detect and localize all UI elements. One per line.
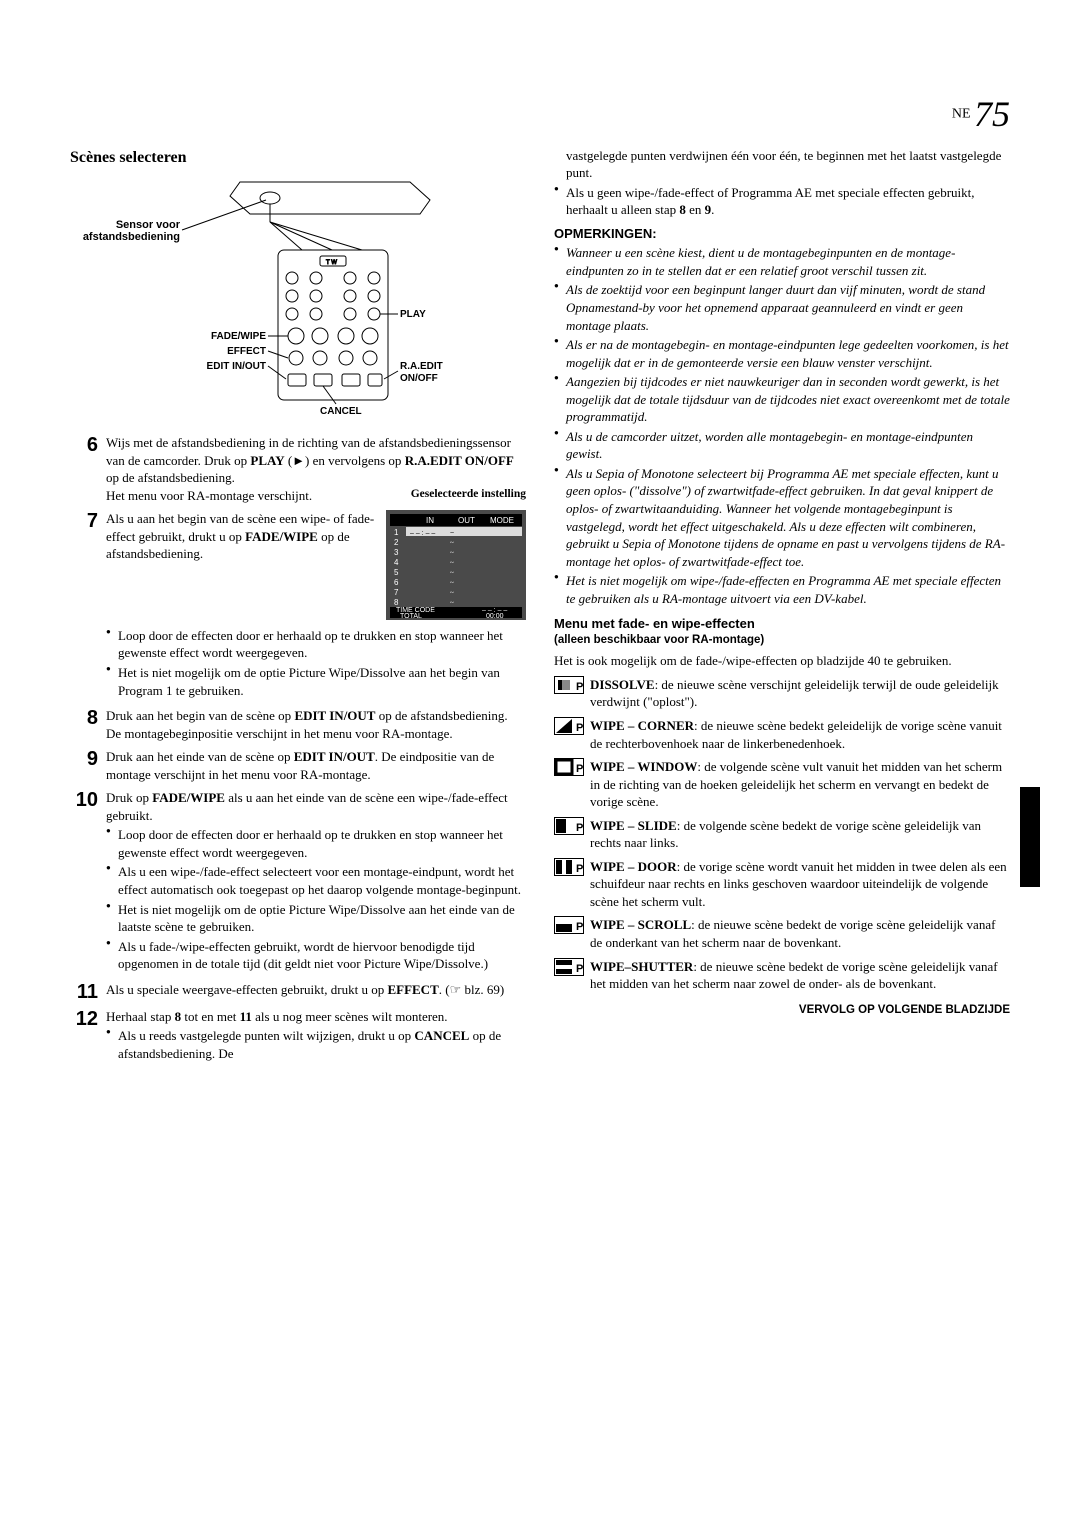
step-7-num: 7	[70, 510, 98, 701]
gesel-caption: Geselecteerde instelling	[386, 487, 526, 503]
svg-text:T W: T W	[326, 260, 337, 266]
svg-text:2: 2	[394, 538, 399, 547]
svg-text:~: ~	[450, 579, 454, 587]
svg-text:P: P	[576, 681, 583, 693]
menu-sub: (alleen beschikbaar voor RA-montage)	[554, 633, 1010, 649]
note-item: Wanneer u een scène kiest, dient u de mo…	[554, 244, 1010, 279]
effects-list: P DISSOLVE: de nieuwe scène verschijnt ge…	[554, 676, 1010, 993]
svg-text:R.A.EDIT: R.A.EDIT	[400, 361, 443, 372]
svg-text:TOTAL: TOTAL	[400, 613, 422, 620]
cont-bullets: Als u geen wipe-/fade-effect of Programm…	[554, 184, 1010, 219]
effect-text: DISSOLVE: de nieuwe scène verschijnt gel…	[590, 676, 1010, 711]
effect-row: P WIPE–SHUTTER: de nieuwe scène bedekt de…	[554, 958, 1010, 993]
step-7: Als u aan het begin van de scène een wip…	[106, 510, 526, 701]
step-11: Als u speciale weergave-effecten gebruik…	[106, 981, 526, 1002]
svg-text:P: P	[576, 722, 583, 734]
label-sensor: Sensor voor	[116, 219, 181, 231]
thumb-tab	[1020, 787, 1040, 887]
svg-text:OUT: OUT	[458, 516, 475, 525]
svg-text:8: 8	[394, 598, 399, 607]
svg-text:~: ~	[450, 589, 454, 597]
effect-row: P WIPE – CORNER: de nieuwe scène bedekt g…	[554, 717, 1010, 752]
effect-icon: P	[554, 717, 584, 740]
step-6-num: 6	[70, 434, 98, 504]
effect-icon: P	[554, 958, 584, 981]
effect-icon: P	[554, 817, 584, 840]
svg-text:~: ~	[450, 569, 454, 577]
svg-text:6: 6	[394, 578, 399, 587]
notes-list: Wanneer u een scène kiest, dient u de mo…	[554, 244, 1010, 607]
svg-text:IN: IN	[426, 516, 434, 525]
opmerkingen-heading: OPMERKINGEN:	[554, 225, 1010, 243]
remote-diagram: Sensor voor afstandsbediening T W	[70, 174, 526, 424]
svg-text:4: 4	[394, 558, 399, 567]
svg-text:PLAY: PLAY	[400, 309, 426, 320]
step-10: Druk op FADE/WIPE als u aan het einde va…	[106, 789, 526, 974]
effect-icon: P	[554, 676, 584, 699]
effect-text: WIPE – DOOR: de vorige scène wordt vanui…	[590, 858, 1010, 911]
note-item: Het is niet mogelijk om wipe-/fade-effec…	[554, 572, 1010, 607]
svg-text:FADE/WIPE: FADE/WIPE	[211, 331, 266, 342]
vervolg: VERVOLG OP VOLGENDE BLADZIJDE	[554, 1003, 1010, 1019]
svg-text:P: P	[576, 921, 583, 933]
svg-text:ON/OFF: ON/OFF	[400, 373, 438, 384]
svg-text:1: 1	[394, 528, 399, 537]
page-number: NE 75	[70, 90, 1010, 139]
note-item: Als u de camcorder uitzet, worden alle m…	[554, 428, 1010, 463]
effect-row: P DISSOLVE: de nieuwe scène verschijnt ge…	[554, 676, 1010, 711]
svg-text:P: P	[576, 763, 583, 775]
step-8: Druk aan het begin van de scène op EDIT …	[106, 707, 526, 742]
section-title: Scènes selecteren	[70, 147, 526, 169]
step-12: Herhaal stap 8 tot en met 11 als u nog m…	[106, 1008, 526, 1065]
menu-title: Menu met fade- en wipe-effecten	[554, 615, 1010, 633]
svg-text:CANCEL: CANCEL	[320, 406, 362, 417]
effect-row: P WIPE – DOOR: de vorige scène wordt vanu…	[554, 858, 1010, 911]
page-big: 75	[974, 94, 1010, 134]
effect-text: WIPE – SLIDE: de volgende scène bedekt d…	[590, 817, 1010, 852]
note-item: Aangezien bij tijdcodes er niet nauwkeur…	[554, 373, 1010, 426]
cont-text: vastgelegde punten verdwijnen één voor é…	[554, 147, 1010, 182]
note-item: Als u Sepia of Monotone selecteert bij P…	[554, 465, 1010, 570]
effect-row: P WIPE – WINDOW: de volgende scène vult v…	[554, 758, 1010, 811]
svg-text:EDIT IN/OUT: EDIT IN/OUT	[207, 361, 266, 372]
step-6: Wijs met de afstandsbediening in de rich…	[106, 434, 526, 504]
menu-intro: Het is ook mogelijk om de fade-/wipe-eff…	[554, 652, 1010, 670]
step-9: Druk aan het einde van de scène op EDIT …	[106, 748, 526, 783]
effect-text: WIPE – SCROLL: de nieuwe scène bedekt de…	[590, 916, 1010, 951]
svg-text:3: 3	[394, 548, 399, 557]
effect-text: WIPE – WINDOW: de volgende scène vult va…	[590, 758, 1010, 811]
effect-row: P WIPE – SCROLL: de nieuwe scène bedekt d…	[554, 916, 1010, 951]
svg-text:EFFECT: EFFECT	[227, 346, 266, 357]
svg-text:~: ~	[450, 549, 454, 557]
svg-text:00:00: 00:00	[486, 613, 504, 620]
effect-row: P WIPE – SLIDE: de volgende scène bedekt …	[554, 817, 1010, 852]
svg-text:~: ~	[450, 599, 454, 607]
svg-text:– – : – –: – – : – –	[410, 530, 435, 537]
effect-icon: P	[554, 758, 584, 781]
effect-icon: P	[554, 916, 584, 939]
note-item: Als de zoektijd voor een beginpunt lange…	[554, 281, 1010, 334]
svg-text:~: ~	[450, 559, 454, 567]
page-prefix: NE	[952, 107, 971, 122]
svg-text:P: P	[576, 963, 583, 975]
svg-text:~: ~	[450, 530, 454, 537]
svg-text:MODE: MODE	[490, 516, 514, 525]
svg-text:5: 5	[394, 568, 399, 577]
effect-icon: P	[554, 858, 584, 881]
svg-text:7: 7	[394, 588, 399, 597]
label-afstand: afstandsbediening	[83, 231, 180, 243]
svg-text:~: ~	[450, 539, 454, 547]
effect-text: WIPE – CORNER: de nieuwe scène bedekt ge…	[590, 717, 1010, 752]
effect-text: WIPE–SHUTTER: de nieuwe scène bedekt de …	[590, 958, 1010, 993]
svg-text:P: P	[576, 822, 583, 834]
ra-screen: IN OUT MODE 1 – – : – – ~ 2 ~ 3 ~ 4 ~ 5 ~ 6 ~	[386, 510, 526, 620]
note-item: Als er na de montagebegin- en montage-ei…	[554, 336, 1010, 371]
svg-text:P: P	[576, 863, 583, 875]
